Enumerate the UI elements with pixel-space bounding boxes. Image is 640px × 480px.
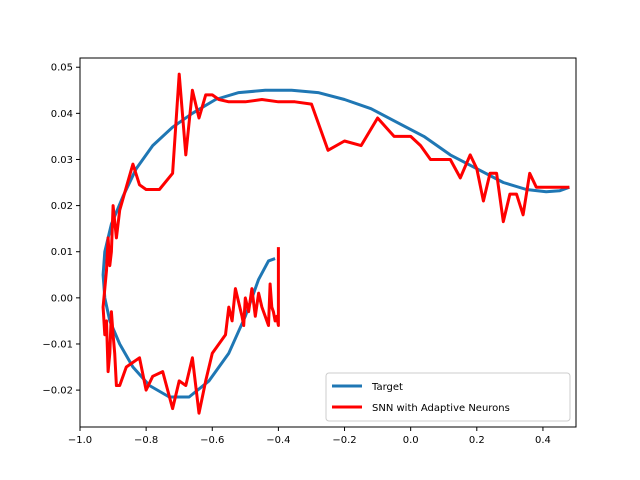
legend-label-target: Target: [371, 382, 403, 393]
series-line-target: [101, 88, 570, 399]
legend-box: [325, 372, 571, 422]
legend-label-snn: SNN with Adaptive Neurons: [372, 403, 510, 414]
series-layer: [101, 72, 570, 415]
plot-frame: [79, 57, 577, 428]
y-tick-label: 0.04: [51, 109, 73, 120]
series-line-snn: [101, 72, 570, 415]
x-tick-label: −1.0: [68, 435, 92, 446]
x-tick-label: −0.8: [134, 435, 158, 446]
y-tick-label: 0.03: [51, 155, 73, 166]
x-tick-label: 0.4: [535, 435, 551, 446]
y-tick-label: −0.01: [42, 339, 73, 350]
y-tick-label: 0.05: [51, 63, 73, 74]
plot-area: [80, 58, 576, 427]
x-tick-label: −0.6: [200, 435, 224, 446]
y-tick-label: −0.02: [42, 386, 73, 397]
y-axis: −0.02 −0.01 0.00 0.01 0.02 0.03 0.04 0.05: [42, 63, 80, 397]
y-tick-label: 0.00: [51, 293, 73, 304]
legend: Target SNN with Adaptive Neurons: [325, 372, 571, 422]
x-tick-label: 0.0: [403, 435, 419, 446]
x-tick-label: −0.2: [332, 435, 356, 446]
x-axis: −1.0 −0.8 −0.6 −0.4 −0.2 0.0 0.2 0.4: [68, 427, 551, 446]
x-tick-label: 0.2: [469, 435, 485, 446]
y-tick-label: 0.01: [51, 247, 73, 258]
x-tick-label: −0.4: [266, 435, 290, 446]
y-tick-label: 0.02: [51, 201, 73, 212]
